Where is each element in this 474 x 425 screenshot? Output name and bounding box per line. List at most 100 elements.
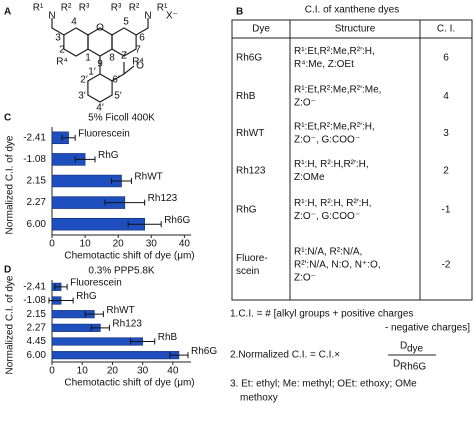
bar-label: RhG bbox=[98, 150, 119, 161]
atom-label: 4 bbox=[71, 17, 77, 28]
dye-structure: Z:O⁻ bbox=[294, 98, 316, 109]
ring bbox=[87, 73, 113, 103]
dye-name: scein bbox=[236, 266, 259, 277]
atom-label: O bbox=[96, 23, 104, 34]
atom-label: R² bbox=[129, 3, 140, 14]
atom-label: 5 bbox=[123, 17, 129, 28]
atom-label: 2 bbox=[59, 45, 65, 56]
bar-label: RhWT bbox=[106, 305, 134, 316]
note: - negative charges] bbox=[385, 323, 470, 334]
atom-label: R³ bbox=[79, 3, 90, 14]
panel-label: B bbox=[236, 7, 243, 18]
dye-name: Rh123 bbox=[236, 166, 266, 177]
bar-label: Rh123 bbox=[148, 193, 178, 204]
x-tick-label: 20 bbox=[113, 239, 125, 250]
atom-label: 5′ bbox=[114, 91, 122, 102]
y-tick-label: 4.45 bbox=[27, 336, 47, 347]
atom-label: N bbox=[48, 11, 55, 22]
x-tick-label: 30 bbox=[146, 239, 158, 250]
dye-structure: R¹:Et,R²:Me,R²′:Me, bbox=[294, 85, 381, 96]
x-axis-title: Chemotactic shift of dye (μm) bbox=[64, 251, 194, 262]
y-tick-label: 6.00 bbox=[27, 350, 47, 361]
atom-label: 7 bbox=[135, 45, 141, 56]
bar-label: RhG bbox=[76, 291, 97, 302]
atom-label: 1 bbox=[85, 53, 91, 64]
atom-label: 6 bbox=[139, 33, 145, 44]
x-tick-label: 30 bbox=[137, 366, 149, 377]
dye-structure: Z:O⁻ bbox=[294, 273, 316, 284]
y-tick-label: 6.00 bbox=[27, 219, 47, 230]
note: Rh6G bbox=[400, 362, 426, 373]
atom-label: R¹ bbox=[33, 3, 44, 14]
atom-label: 6′ bbox=[112, 75, 120, 86]
y-axis-title: Normalized C.I. of dye bbox=[5, 135, 16, 234]
table-header: C. I. bbox=[437, 24, 455, 35]
note: 3. Et: ethyl; Me: methyl; OEt: ethoxy; O… bbox=[230, 379, 417, 390]
x-tick-label: 0 bbox=[49, 239, 55, 250]
dye-name: Fluore- bbox=[236, 253, 268, 264]
note: 2.Normalized C.I. = C.I.× bbox=[230, 350, 340, 361]
y-axis-title: Normalized C.I. of dye bbox=[5, 275, 16, 374]
error-bar bbox=[111, 178, 132, 184]
dye-structure: R¹:Et,R²:Me,R²′:H, bbox=[294, 46, 375, 57]
atom-label: Z bbox=[121, 51, 127, 62]
bar-label: RhWT bbox=[134, 172, 162, 183]
note: 1.C.I. = # [alkyl groups + positive char… bbox=[230, 309, 413, 320]
note: methoxy bbox=[240, 393, 278, 404]
panel-label: A bbox=[4, 7, 11, 18]
dye-structure: R¹:N/A, R²:N/A, bbox=[294, 247, 362, 258]
atom-label: R¹ bbox=[157, 3, 168, 14]
dye-name: RhWT bbox=[236, 128, 264, 139]
dye-structure: R²′:N/A, N:O, N⁺:O, bbox=[294, 260, 381, 271]
atom-label: 4′ bbox=[96, 103, 104, 114]
atom-label: R⁴ bbox=[56, 57, 68, 68]
y-tick-label: 2.15 bbox=[27, 176, 47, 187]
error-bar bbox=[61, 134, 76, 141]
atom-label: X⁻ bbox=[166, 11, 178, 22]
dye-name: Rh6G bbox=[236, 53, 262, 64]
y-tick-label: 2.27 bbox=[27, 197, 47, 208]
bar-label: Fluorescein bbox=[70, 277, 122, 288]
ci-value: 2 bbox=[443, 166, 449, 177]
dye-structure: R⁴:Me, Z:OEt bbox=[294, 59, 354, 70]
x-tick-label: 20 bbox=[107, 366, 119, 377]
y-tick-label: -2.41 bbox=[23, 281, 46, 292]
atom-label: N bbox=[144, 11, 151, 22]
x-tick-label: 0 bbox=[49, 366, 55, 377]
atom-label: 3 bbox=[55, 33, 61, 44]
bond bbox=[135, 18, 149, 36]
error-bar bbox=[74, 156, 96, 163]
error-bar bbox=[127, 221, 162, 228]
dye-structure: Z:O⁻, G:COO⁻ bbox=[294, 135, 360, 146]
x-tick-label: 10 bbox=[80, 239, 92, 250]
note: D bbox=[393, 359, 400, 370]
table-header: Dye bbox=[252, 24, 270, 35]
bar bbox=[51, 337, 143, 346]
note: D bbox=[400, 341, 407, 352]
error-bar bbox=[90, 324, 110, 331]
dye-structure: Z:O⁻, G:COO⁻ bbox=[294, 211, 360, 222]
dye-name: RhG bbox=[236, 205, 257, 216]
error-bar bbox=[48, 297, 74, 304]
atom-label: R³ bbox=[111, 3, 122, 14]
y-tick-label: -1.08 bbox=[23, 154, 46, 165]
error-bar bbox=[130, 338, 156, 345]
y-tick-label: -2.41 bbox=[23, 132, 46, 143]
y-tick-label: 2.15 bbox=[27, 309, 47, 320]
panel-label: D bbox=[4, 265, 11, 276]
error-bar bbox=[54, 283, 68, 290]
bar-label: Fluorescein bbox=[78, 128, 130, 139]
bond bbox=[51, 18, 65, 36]
chart-title: 0.3% PPP5.8K bbox=[88, 266, 154, 277]
dye-structure: Z:OMe bbox=[294, 172, 325, 183]
x-tick-label: 40 bbox=[167, 366, 179, 377]
ci-value: -1 bbox=[442, 205, 451, 216]
bar-label: Rh6G bbox=[191, 346, 217, 357]
dye-structure: R¹:H, R²:H, R²′:H, bbox=[294, 198, 371, 209]
error-bar bbox=[104, 199, 146, 206]
bar bbox=[51, 351, 180, 360]
atom-label: 3′ bbox=[78, 91, 86, 102]
note: dye bbox=[407, 344, 424, 355]
bar-label: Rh123 bbox=[112, 318, 142, 329]
